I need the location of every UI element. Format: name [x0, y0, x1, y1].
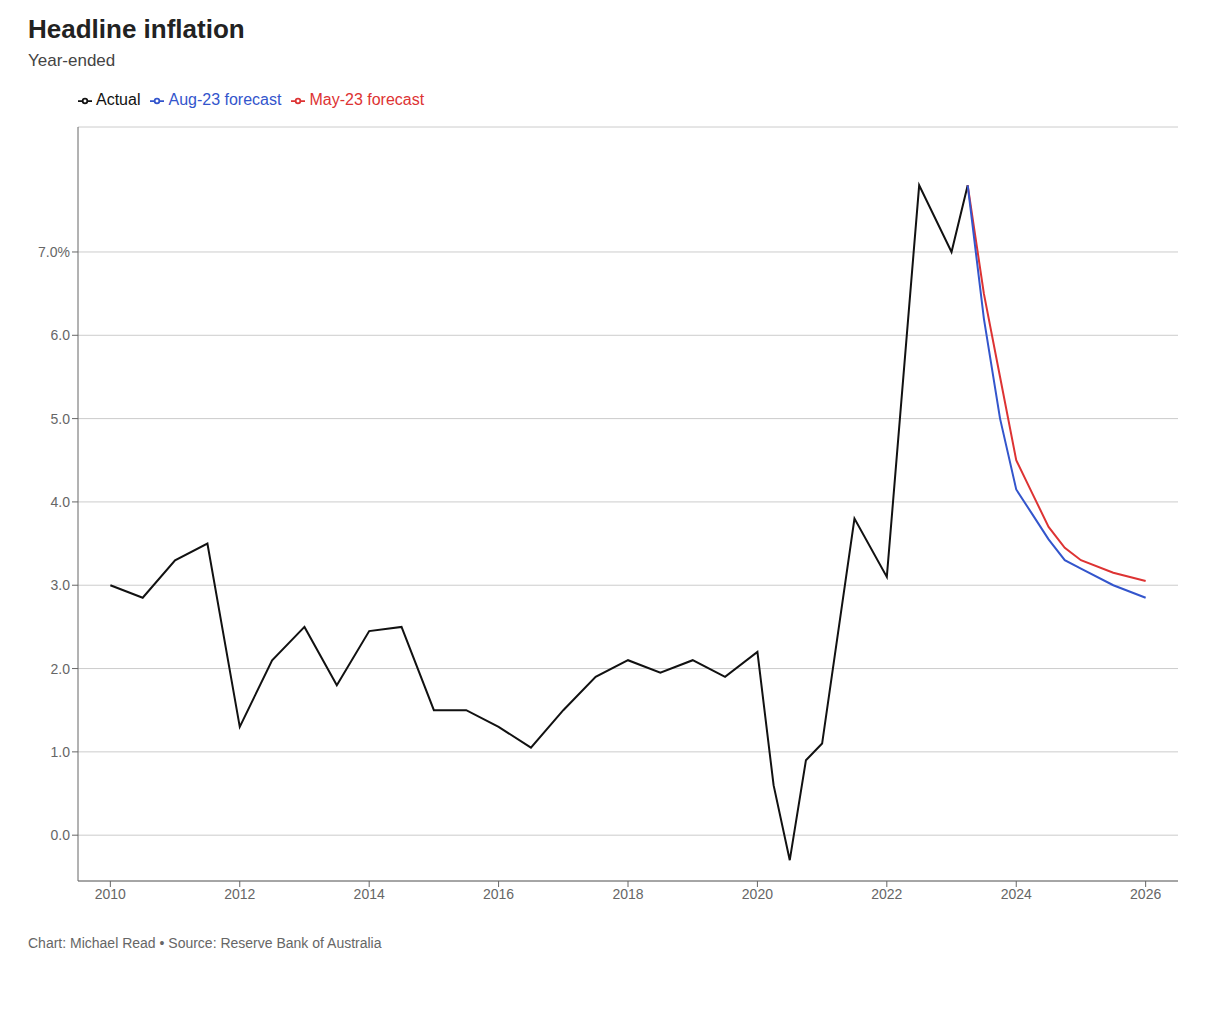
html-text:Year-ended: Year-ended: [28, 51, 116, 70]
svg-text:2024: 2024: [1001, 886, 1032, 902]
html-text:Actual: Actual: [96, 91, 141, 108]
svg-text:2.0: 2.0: [51, 661, 71, 677]
svg-text:2012: 2012: [224, 886, 255, 902]
svg-text:3.0: 3.0: [51, 577, 71, 593]
svg-text:1.0: 1.0: [51, 744, 71, 760]
svg-text:2026: 2026: [1130, 886, 1161, 902]
svg-text:4.0: 4.0: [51, 494, 71, 510]
html-text:Aug-23 forecast: Aug-23 forecast: [168, 91, 282, 108]
html-text:Headline inflation: Headline inflation: [28, 14, 245, 44]
svg-text:6.0: 6.0: [51, 327, 71, 343]
svg-text:2018: 2018: [612, 886, 643, 902]
svg-text:2020: 2020: [742, 886, 773, 902]
html-text:Chart: Michael Read • Source:: Chart: Michael Read • Source: Reserve Ba…: [28, 935, 382, 951]
svg-text:2022: 2022: [871, 886, 902, 902]
svg-text:7.0%: 7.0%: [38, 244, 70, 260]
svg-text:0.0: 0.0: [51, 827, 71, 843]
html-text:May-23 forecast: May-23 forecast: [309, 91, 425, 108]
svg-text:2016: 2016: [483, 886, 514, 902]
svg-text:2014: 2014: [354, 886, 385, 902]
svg-text:2010: 2010: [95, 886, 126, 902]
svg-text:5.0: 5.0: [51, 411, 71, 427]
